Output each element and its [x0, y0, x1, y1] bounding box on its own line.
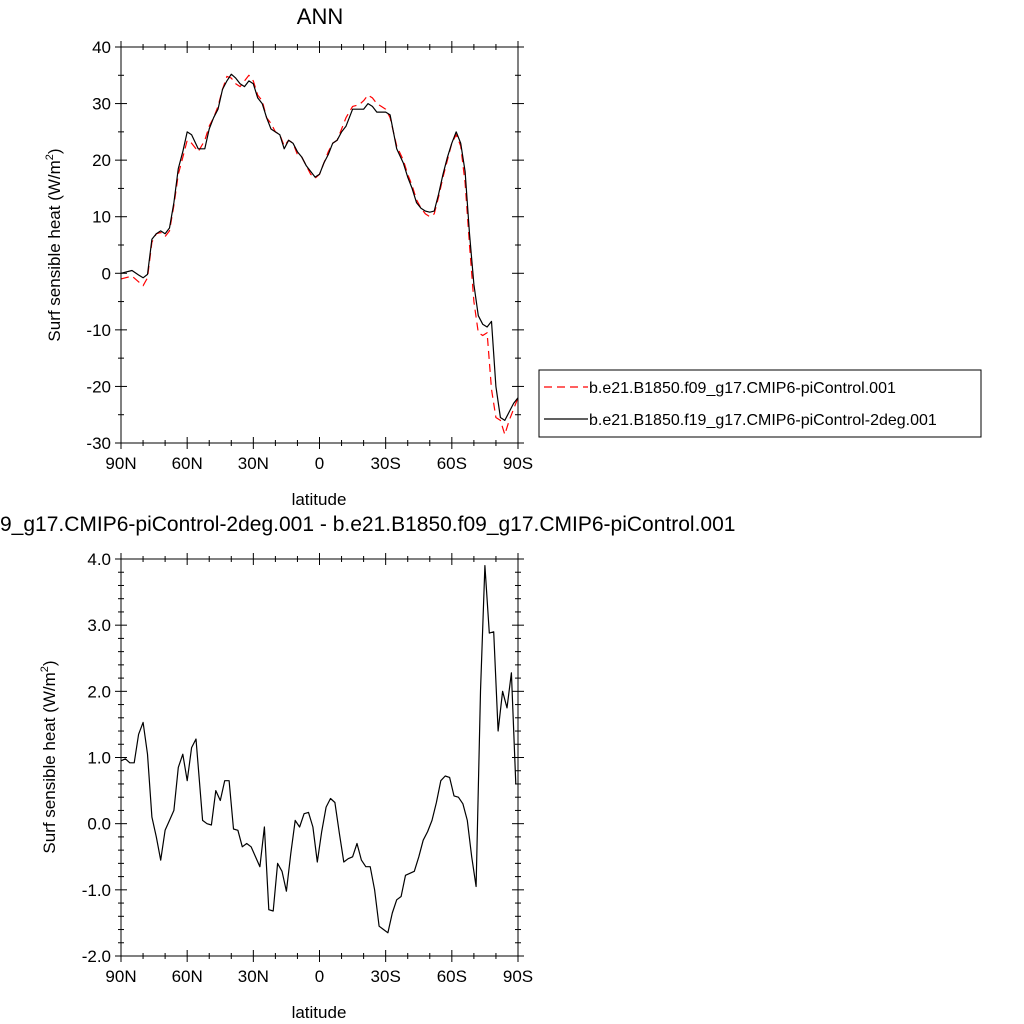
y-tick-label: 2.0 — [87, 682, 111, 701]
bottom-chart-x-axis-label: latitude — [292, 1003, 347, 1022]
bottom-chart-frame — [120, 558, 519, 957]
top-chart-y-axis-label-sup: 2 — [44, 154, 56, 160]
top-chart-x-axis-label: latitude — [292, 490, 347, 509]
top-chart-y-axis-label-close: ) — [45, 148, 64, 154]
x-tick-label: 0 — [315, 454, 324, 473]
y-tick-label: -2.0 — [82, 947, 111, 966]
y-tick-label: 0 — [102, 264, 111, 283]
top-chart-y-axis-label: Surf sensible heat (W/m2) — [44, 148, 64, 341]
bottom-chart-y-tick-labels: -2.0 -1.0 0.0 1.0 2.0 3.0 4.0 — [82, 550, 111, 966]
y-tick-label: 4.0 — [87, 550, 111, 569]
x-tick-label: 60S — [437, 967, 467, 986]
top-chart-ticks — [115, 41, 524, 449]
y-tick-label: 20 — [92, 151, 111, 170]
bottom-chart-y-axis-label-close: ) — [40, 660, 59, 666]
bottom-chart-y-axis-label-sup: 2 — [39, 666, 51, 672]
x-tick-label: 90S — [503, 967, 533, 986]
y-tick-label: -30 — [86, 434, 111, 453]
x-tick-label: 60N — [172, 967, 203, 986]
x-tick-label: 0 — [315, 967, 324, 986]
y-tick-label: 30 — [92, 95, 111, 114]
y-tick-label: -10 — [86, 321, 111, 340]
top-chart-frame — [120, 46, 519, 444]
legend-box — [538, 369, 982, 438]
x-tick-label: 90N — [105, 967, 136, 986]
y-tick-label: -1.0 — [82, 881, 111, 900]
bottom-chart-x-tick-labels: 90N 60N 30N 0 30S 60S 90S — [105, 967, 533, 986]
top-chart-y-tick-labels: -30 -20 -10 0 10 20 30 40 — [86, 38, 111, 453]
x-tick-label: 60S — [437, 454, 467, 473]
y-tick-label: 40 — [92, 38, 111, 57]
legend-label-series-2: b.e21.B1850.f19_g17.CMIP6-piControl-2deg… — [589, 412, 937, 429]
bottom-chart-y-axis-label: Surf sensible heat (W/m2) — [39, 660, 59, 853]
bottom-chart-y-axis-label-main: Surf sensible heat (W/m — [40, 672, 59, 853]
y-tick-label: 10 — [92, 208, 111, 227]
top-panel: ANN 90N 60N 30N 0 30S 60S 90S -30 -20 -10 0 10 20 30… — [44, 4, 982, 509]
top-chart-legend: b.e21.B1850.f09_g17.CMIP6-piControl.001 … — [538, 369, 982, 438]
top-chart-series — [120, 73, 519, 436]
x-tick-label: 60N — [172, 454, 203, 473]
x-tick-label: 30N — [238, 967, 269, 986]
y-tick-label: -20 — [86, 377, 111, 396]
x-tick-label: 30S — [371, 967, 401, 986]
top-chart-x-tick-labels: 90N 60N 30N 0 30S 60S 90S — [105, 454, 533, 473]
y-tick-label: 0.0 — [87, 815, 111, 834]
x-tick-label: 30N — [238, 454, 269, 473]
top-chart-y-axis-label-main: Surf sensible heat (W/m — [45, 160, 64, 341]
bottom-panel: 9_g17.CMIP6-piControl-2deg.001 - b.e21.B… — [0, 513, 735, 1022]
legend-label-series-1: b.e21.B1850.f09_g17.CMIP6-piControl.001 — [589, 380, 896, 397]
bottom-chart-series — [120, 564, 517, 934]
bottom-chart-title: 9_g17.CMIP6-piControl-2deg.001 - b.e21.B… — [0, 513, 735, 536]
bottom-chart-series-line-1 — [120, 564, 517, 934]
top-chart-series-line-1 — [120, 74, 519, 436]
y-tick-label: 1.0 — [87, 749, 111, 768]
y-tick-label: 3.0 — [87, 616, 111, 635]
x-tick-label: 30S — [371, 454, 401, 473]
top-chart-series-line-2 — [120, 73, 519, 421]
bottom-chart-ticks — [115, 553, 524, 962]
x-tick-label: 90S — [503, 454, 533, 473]
x-tick-label: 90N — [105, 454, 136, 473]
top-chart-title: ANN — [297, 4, 343, 29]
